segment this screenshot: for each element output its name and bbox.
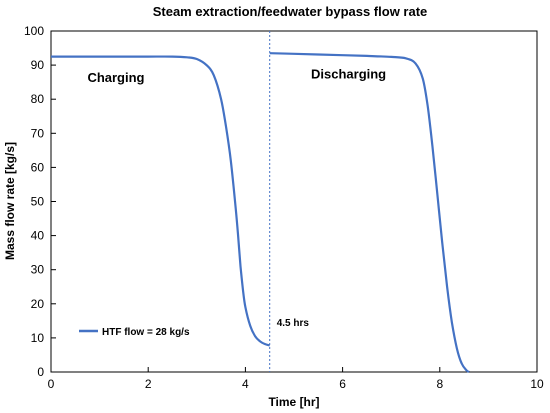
x-tick-label: 0 [48,377,55,391]
y-tick-label: 0 [37,365,44,379]
legend-label: HTF flow = 28 kg/s [102,327,190,338]
y-tick-label: 40 [31,229,45,243]
series-line [51,55,270,347]
x-tick-label: 4 [242,377,249,391]
x-tick-label: 6 [339,377,346,391]
y-tick-label: 100 [24,24,44,38]
annotation-charging: Charging [87,70,144,85]
x-axis-label: Time [hr] [268,395,319,409]
y-tick-label: 30 [31,263,45,277]
x-tick-label: 8 [436,377,443,391]
x-tick-label: 10 [530,377,544,391]
series-line [269,52,470,373]
y-tick-label: 90 [31,58,45,72]
divider-label: 4.5 hrs [277,318,310,329]
y-tick-label: 80 [31,92,45,106]
x-tick-label: 2 [145,377,152,391]
y-tick-label: 10 [31,331,45,345]
y-axis-label: Mass flow rate [kg/s] [3,142,17,260]
y-tick-label: 20 [31,297,45,311]
y-tick-label: 50 [31,195,45,209]
series-lines [51,52,470,373]
y-tick-label: 60 [31,160,45,174]
annotation-discharging: Discharging [311,67,386,82]
chart-title: Steam extraction/feedwater bypass flow r… [153,4,428,19]
y-tick-label: 70 [31,126,45,140]
